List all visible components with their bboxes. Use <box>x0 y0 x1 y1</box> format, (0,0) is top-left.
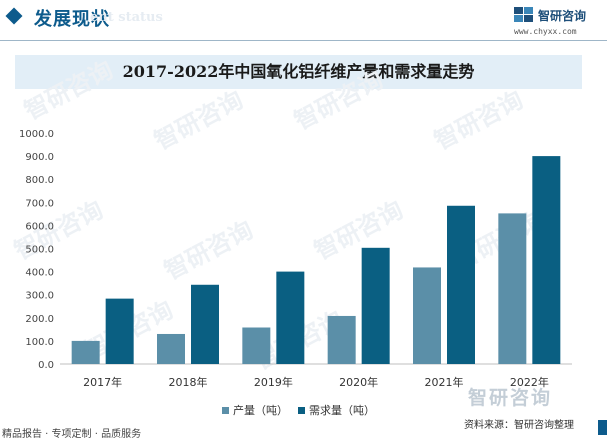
y-tick-label: 100.0 <box>25 337 54 348</box>
x-tick-label: 2018年 <box>169 375 208 389</box>
y-tick-label: 700.0 <box>25 198 54 209</box>
legend-swatch-production <box>222 406 229 414</box>
x-tick-label: 2017年 <box>83 375 122 389</box>
legend-label-demand: 需求量（吨） <box>309 404 375 417</box>
bar-production <box>327 315 356 364</box>
bar-demand <box>447 205 475 364</box>
section-subtitle: ent status <box>90 10 163 25</box>
legend-label-production: 产量（吨） <box>233 404 288 417</box>
header-bar: 发展现状 ent status 智研咨询 www.chyxx.com <box>0 0 607 36</box>
source-note: 资料来源：智研咨询整理 <box>464 420 574 431</box>
section-title: 发展现状 <box>34 9 110 30</box>
bar-demand <box>105 298 134 364</box>
y-tick-label: 300.0 <box>25 291 54 302</box>
x-tick-label: 2019年 <box>254 375 293 389</box>
bar-production <box>498 213 527 364</box>
brand-name: 智研咨询 <box>538 9 587 23</box>
bar-demand <box>532 156 561 364</box>
y-tick-label: 0.0 <box>38 360 54 371</box>
chart-legend: 产量（吨） 需求量（吨） <box>222 402 385 418</box>
bar-production <box>157 333 185 364</box>
bar-production <box>242 327 271 364</box>
y-tick-label: 1000.0 <box>19 129 54 140</box>
bar-demand <box>361 247 390 364</box>
bar-demand <box>191 284 219 364</box>
bar-production <box>71 340 100 364</box>
x-tick-label: 2021年 <box>425 375 464 389</box>
corner-accent <box>598 420 607 435</box>
y-tick-label: 400.0 <box>25 268 54 279</box>
y-tick-label: 900.0 <box>25 152 54 163</box>
brand-url: www.chyxx.com <box>514 27 577 36</box>
y-tick-label: 200.0 <box>25 314 54 325</box>
header-divider <box>0 40 607 41</box>
legend-item-production: 产量（吨） <box>222 402 288 418</box>
legend-item-demand: 需求量（吨） <box>298 402 375 418</box>
bar-demand <box>276 271 305 364</box>
x-tick-label: 2022年 <box>510 375 549 389</box>
legend-swatch-demand <box>298 406 305 414</box>
watermark-brand-corner: 智研咨询 <box>468 387 553 409</box>
y-tick-label: 500.0 <box>25 245 54 256</box>
footer-tagline: 精品报告 · 专项定制 · 品质服务 <box>2 429 142 440</box>
bar-production <box>413 267 441 364</box>
chart-title: 2017-2022年中国氧化铝纤维产量和需求量走势 <box>122 62 475 81</box>
x-tick-label: 2020年 <box>339 375 378 389</box>
y-tick-label: 800.0 <box>25 175 54 186</box>
brand-logo-icon <box>514 7 533 22</box>
chart-title-banner: 2017-2022年中国氧化铝纤维产量和需求量走势 <box>15 55 582 89</box>
y-tick-label: 600.0 <box>25 221 54 232</box>
